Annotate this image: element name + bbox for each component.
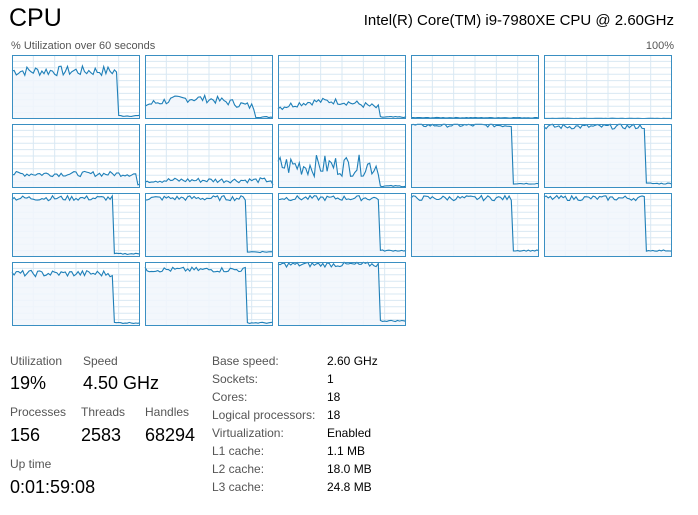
cpu-graph-4	[544, 55, 673, 120]
logical-processor-graphs[interactable]	[0, 0, 698, 340]
cpu-graph-17	[277, 261, 407, 326]
processes-value: 156	[10, 425, 41, 445]
cpu-graph-1	[144, 55, 274, 119]
threads-value: 2583	[81, 425, 122, 445]
virtualization-label: Virtualization:	[212, 426, 284, 440]
handles-label: Handles	[145, 405, 190, 419]
cpu-graph-3	[410, 55, 540, 119]
cpu-graph-8	[410, 123, 540, 188]
threads-label: Threads	[81, 405, 126, 419]
utilization-value: 19%	[10, 373, 47, 393]
utilization-max-label: 100%	[645, 40, 674, 52]
speed-label: Speed	[83, 354, 118, 368]
cpu-graph-11	[144, 193, 274, 257]
l2-cache-value: 18.0 MB	[327, 462, 372, 476]
logical-processors-label: Logical processors:	[212, 408, 316, 422]
cores-value: 18	[327, 390, 341, 404]
sockets-label: Sockets:	[212, 372, 259, 386]
cpu-graph-7	[277, 124, 407, 188]
cpu-graph-16	[144, 262, 274, 326]
cpu-graph-6	[144, 124, 274, 188]
page-title: CPU	[9, 4, 62, 32]
cpu-graph-12	[277, 193, 407, 257]
l3-cache-value: 24.8 MB	[327, 480, 372, 494]
virtualization-value: Enabled	[327, 426, 372, 440]
utilization-label: Utilization	[10, 354, 63, 368]
logical-processors-value: 18	[327, 408, 341, 422]
handles-value: 68294	[145, 425, 196, 445]
base-speed-label: Base speed:	[212, 354, 279, 368]
utilization-caption: % Utilization over 60 seconds	[11, 40, 156, 52]
cpu-graph-9	[543, 123, 673, 188]
l1-cache-value: 1.1 MB	[327, 444, 366, 458]
cores-label: Cores:	[212, 390, 248, 404]
cpu-graph-5	[12, 124, 141, 188]
cpu-model-name: Intel(R) Core(TM) i9-7980XE CPU @ 2.60GH…	[363, 12, 674, 29]
sockets-value: 1	[327, 372, 334, 386]
l1-cache-label: L1 cache:	[212, 444, 265, 458]
cpu-graph-0	[11, 55, 141, 119]
uptime-label: Up time	[10, 457, 52, 471]
speed-value: 4.50 GHz	[83, 373, 160, 393]
uptime-value: 0:01:59:08	[10, 477, 96, 497]
l2-cache-label: L2 cache:	[212, 462, 265, 476]
cpu-graph-13	[410, 193, 540, 257]
cpu-graph-10	[11, 193, 141, 257]
l3-cache-label: L3 cache:	[212, 480, 265, 494]
cpu-graph-14	[543, 193, 673, 257]
cpu-graph-2	[277, 55, 407, 119]
base-speed-value: 2.60 GHz	[327, 354, 378, 368]
cpu-graph-15	[11, 262, 141, 326]
processes-label: Processes	[10, 405, 67, 419]
